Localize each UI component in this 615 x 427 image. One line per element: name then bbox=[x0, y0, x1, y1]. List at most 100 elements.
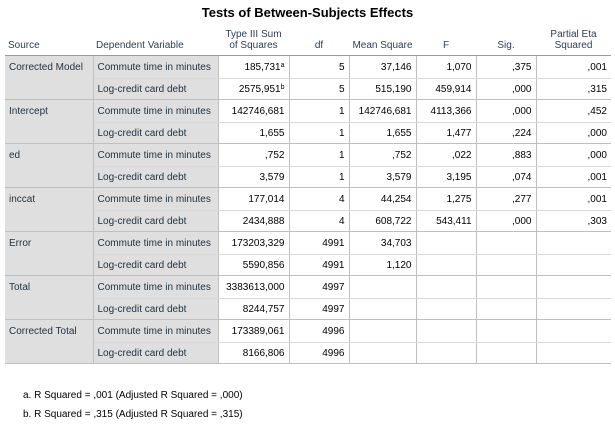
ms-cell: 608,722 bbox=[348, 210, 416, 232]
dependent-variable-cell: Log-credit card debt bbox=[93, 342, 218, 364]
f-cell: ,022 bbox=[415, 143, 476, 167]
df-cell: 4 bbox=[288, 210, 349, 232]
sig-value: ,883 bbox=[512, 149, 532, 161]
sig-cell bbox=[475, 298, 536, 320]
ss-cell: 142746,681 bbox=[217, 99, 289, 123]
ss-cell: 173203,329 bbox=[217, 231, 289, 255]
ss-value: 177,014 bbox=[248, 193, 285, 205]
ss-cell: 173389,061 bbox=[217, 319, 289, 343]
f-value: 1,477 bbox=[446, 127, 472, 139]
header-dependent-variable: Dependent Variable bbox=[93, 25, 218, 56]
footnote-a: a. R Squared = ,001 (Adjusted R Squared … bbox=[23, 390, 243, 401]
f-cell bbox=[415, 254, 476, 276]
source-cell: Corrected Total bbox=[5, 319, 94, 364]
f-cell: 3,195 bbox=[415, 166, 476, 188]
sig-cell: ,000 bbox=[475, 78, 536, 100]
ss-cell: 177,014 bbox=[217, 187, 289, 211]
f-value: 1,275 bbox=[446, 193, 472, 205]
header-row: Source Dependent Variable Type III Sum o… bbox=[5, 25, 611, 56]
ms-value: 1,120 bbox=[386, 259, 412, 271]
sig-cell: ,000 bbox=[475, 210, 536, 232]
sig-cell: ,375 bbox=[475, 55, 536, 79]
footnote-b: b. R Squared = ,315 (Adjusted R Squared … bbox=[23, 409, 243, 420]
df-value: 1 bbox=[338, 105, 345, 117]
df-cell: 4996 bbox=[288, 342, 349, 364]
ms-cell: 1,655 bbox=[348, 122, 416, 144]
ss-value: 173389,061 bbox=[231, 325, 285, 337]
ms-value: 142746,681 bbox=[358, 105, 412, 117]
ms-value: 37,146 bbox=[380, 61, 412, 73]
df-cell: 1 bbox=[288, 166, 349, 188]
ss-cell: 2434,888 bbox=[217, 210, 289, 232]
ms-value: 3,579 bbox=[386, 171, 412, 183]
table-row: ed Commute time in minutes ,752 1 ,752 ,022 ,8… bbox=[5, 143, 611, 188]
sig-cell bbox=[475, 275, 536, 299]
eta-cell bbox=[535, 275, 611, 299]
df-value: 4997 bbox=[322, 303, 345, 315]
f-value: 3,195 bbox=[446, 171, 472, 183]
ss-cell: 3,579 bbox=[217, 166, 289, 188]
df-value: 4 bbox=[338, 215, 345, 227]
f-cell bbox=[415, 342, 476, 364]
ms-cell bbox=[348, 319, 416, 343]
ss-value: 1,655 bbox=[259, 127, 285, 139]
footnote-marker: a bbox=[280, 61, 285, 69]
df-cell: 4997 bbox=[288, 298, 349, 320]
ms-value: 608,722 bbox=[375, 215, 412, 227]
table-title: Tests of Between-Subjects Effects bbox=[201, 5, 414, 20]
f-cell: 1,070 bbox=[415, 55, 476, 79]
ms-value: 515,190 bbox=[375, 83, 412, 95]
sig-cell bbox=[475, 342, 536, 364]
f-cell bbox=[415, 319, 476, 343]
table-row: Intercept Commute time in minutes 142746,6… bbox=[5, 99, 611, 144]
eta-cell bbox=[535, 342, 611, 364]
table-row: Total Commute time in minutes 3383613,000 4… bbox=[5, 275, 611, 320]
f-cell: 543,411 bbox=[415, 210, 476, 232]
sig-cell bbox=[475, 319, 536, 343]
header-partial-eta-squared: Partial Eta Squared bbox=[536, 25, 611, 56]
ms-cell bbox=[348, 298, 416, 320]
ms-cell: 3,579 bbox=[348, 166, 416, 188]
table-row: Error Commute time in minutes 173203,329 49… bbox=[5, 231, 611, 276]
eta-cell: ,452 bbox=[535, 99, 611, 123]
df-value: 1 bbox=[338, 127, 345, 139]
f-cell: 4113,366 bbox=[415, 99, 476, 123]
eta-value: ,303 bbox=[587, 215, 607, 227]
ss-cell: 5590,856 bbox=[217, 254, 289, 276]
eta-value: ,000 bbox=[587, 127, 607, 139]
eta-value: ,452 bbox=[587, 105, 607, 117]
ss-cell: 3383613,000 bbox=[217, 275, 289, 299]
eta-value: ,001 bbox=[587, 171, 607, 183]
ss-value: 8244,757 bbox=[242, 303, 285, 315]
df-value: 5 bbox=[338, 61, 345, 73]
eta-cell bbox=[535, 319, 611, 343]
df-cell: 4996 bbox=[288, 319, 349, 343]
eta-cell: ,315 bbox=[535, 78, 611, 100]
table-row: inccat Commute time in minutes 177,014 4 44,… bbox=[5, 187, 611, 232]
dependent-variable-cell: Log-credit card debt bbox=[93, 166, 218, 188]
between-subjects-effects-table: Source Dependent Variable Type III Sum o… bbox=[5, 25, 611, 364]
table-row: Log-credit card debt 3,579 1 3,579 3,195 ,074… bbox=[5, 166, 611, 188]
table-row: Log-credit card debt 1,655 1 1,655 1,477 ,224… bbox=[5, 122, 611, 144]
ms-value: 1,655 bbox=[386, 127, 412, 139]
footnote-marker: b bbox=[280, 83, 285, 91]
sig-cell: ,224 bbox=[475, 122, 536, 144]
f-cell bbox=[415, 275, 476, 299]
ms-cell bbox=[348, 342, 416, 364]
ss-cell: 185,731a bbox=[217, 55, 289, 79]
f-cell bbox=[415, 231, 476, 255]
ms-cell: ,752 bbox=[348, 143, 416, 167]
ms-value: 34,703 bbox=[380, 237, 412, 249]
ms-cell: 142746,681 bbox=[348, 99, 416, 123]
f-value: 4113,366 bbox=[430, 105, 472, 117]
df-cell: 5 bbox=[288, 55, 349, 79]
ss-value: ,752 bbox=[265, 149, 285, 161]
header-mean-square: Mean Square bbox=[349, 25, 416, 56]
source-cell: Total bbox=[5, 275, 94, 320]
eta-cell: ,303 bbox=[535, 210, 611, 232]
ss-value: 3,579 bbox=[259, 171, 285, 183]
df-cell: 5 bbox=[288, 78, 349, 100]
sig-cell: ,074 bbox=[475, 166, 536, 188]
ss-value: 185,731 bbox=[244, 61, 281, 73]
sig-cell: ,000 bbox=[475, 99, 536, 123]
